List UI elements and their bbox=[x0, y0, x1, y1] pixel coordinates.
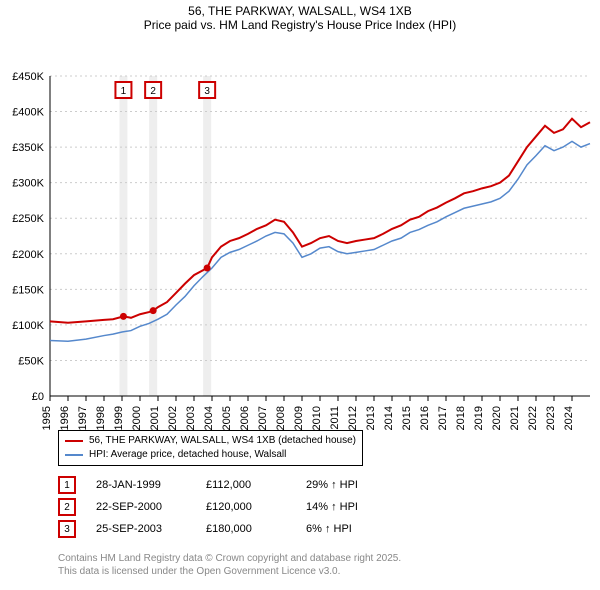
series-line bbox=[50, 141, 590, 341]
x-tick-label: 2010 bbox=[311, 406, 323, 430]
y-tick-label: £150K bbox=[12, 284, 44, 296]
sale-marker-number: 3 bbox=[204, 86, 210, 97]
sale-marker-number: 1 bbox=[121, 86, 127, 97]
x-tick-label: 2020 bbox=[491, 406, 503, 430]
legend-label: 56, THE PARKWAY, WALSALL, WS4 1XB (detac… bbox=[89, 434, 356, 448]
y-tick-label: £300K bbox=[12, 178, 44, 190]
sale-marker-number: 2 bbox=[150, 86, 156, 97]
x-tick-label: 2004 bbox=[203, 406, 215, 430]
sales-row: 3 25-SEP-2003£180,0006% ↑ HPI bbox=[58, 518, 406, 540]
x-tick-label: 2019 bbox=[473, 406, 485, 430]
x-tick-label: 1997 bbox=[77, 406, 89, 430]
y-tick-label: £100K bbox=[12, 320, 44, 332]
sales-marker-box: 3 bbox=[58, 520, 76, 538]
x-tick-label: 2016 bbox=[419, 406, 431, 430]
legend-item: 56, THE PARKWAY, WALSALL, WS4 1XB (detac… bbox=[65, 434, 356, 448]
sale-marker-dot bbox=[150, 307, 157, 314]
legend-label: HPI: Average price, detached house, Wals… bbox=[89, 448, 286, 462]
x-tick-label: 2006 bbox=[239, 406, 251, 430]
x-tick-label: 1999 bbox=[113, 406, 125, 430]
sales-marker-box: 1 bbox=[58, 476, 76, 494]
legend-swatch bbox=[65, 440, 83, 442]
legend-item: HPI: Average price, detached house, Wals… bbox=[65, 448, 356, 462]
footer-attribution: Contains HM Land Registry data © Crown c… bbox=[58, 552, 401, 578]
x-tick-label: 2001 bbox=[149, 406, 161, 430]
x-tick-label: 2012 bbox=[347, 406, 359, 430]
x-tick-label: 2007 bbox=[257, 406, 269, 430]
series-line bbox=[50, 119, 590, 323]
y-tick-label: £200K bbox=[12, 249, 44, 261]
sale-marker-dot bbox=[204, 265, 211, 272]
x-tick-label: 2017 bbox=[437, 406, 449, 430]
x-tick-label: 2002 bbox=[167, 406, 179, 430]
x-tick-label: 2023 bbox=[545, 406, 557, 430]
sales-hpi: 6% ↑ HPI bbox=[306, 523, 406, 535]
sales-date: 28-JAN-1999 bbox=[96, 479, 206, 491]
sales-row: 2 22-SEP-2000£120,00014% ↑ HPI bbox=[58, 496, 406, 518]
footer-line1: Contains HM Land Registry data © Crown c… bbox=[58, 552, 401, 565]
x-tick-label: 1996 bbox=[59, 406, 71, 430]
sales-table: 1 28-JAN-1999£112,00029% ↑ HPI 2 22-SEP-200… bbox=[58, 474, 406, 540]
sale-marker-dot bbox=[120, 313, 127, 320]
sales-date: 22-SEP-2000 bbox=[96, 501, 206, 513]
sales-price: £112,000 bbox=[206, 479, 306, 491]
x-tick-label: 1998 bbox=[95, 406, 107, 430]
sales-marker-box: 2 bbox=[58, 498, 76, 516]
x-tick-label: 2011 bbox=[329, 406, 341, 430]
x-tick-label: 2024 bbox=[563, 406, 575, 430]
x-tick-label: 2014 bbox=[383, 406, 395, 430]
chart: £0 £50K £100K £150K £200K £250K £300K £350K £400… bbox=[0, 32, 600, 452]
x-tick-label: 2008 bbox=[275, 406, 287, 430]
x-tick-label: 2005 bbox=[221, 406, 233, 430]
y-tick-label: £400K bbox=[12, 107, 44, 119]
x-tick-label: 2021 bbox=[509, 406, 521, 430]
x-tick-label: 2009 bbox=[293, 406, 305, 430]
footer-line2: This data is licensed under the Open Gov… bbox=[58, 565, 401, 578]
x-tick-label: 2018 bbox=[455, 406, 467, 430]
sales-row: 1 28-JAN-1999£112,00029% ↑ HPI bbox=[58, 474, 406, 496]
y-tick-label: £0 bbox=[32, 391, 44, 403]
sales-date: 25-SEP-2003 bbox=[96, 523, 206, 535]
sales-hpi: 29% ↑ HPI bbox=[306, 479, 406, 491]
sales-hpi: 14% ↑ HPI bbox=[306, 501, 406, 513]
y-tick-label: £250K bbox=[12, 213, 44, 225]
y-tick-label: £50K bbox=[18, 355, 44, 367]
legend-swatch bbox=[65, 454, 83, 456]
x-tick-label: 2003 bbox=[185, 406, 197, 430]
x-tick-label: 2000 bbox=[131, 406, 143, 430]
x-tick-label: 2022 bbox=[527, 406, 539, 430]
y-tick-label: £350K bbox=[12, 142, 44, 154]
x-tick-label: 2015 bbox=[401, 406, 413, 430]
x-tick-label: 2013 bbox=[365, 406, 377, 430]
x-tick-label: 1995 bbox=[41, 406, 53, 430]
y-tick-label: £450K bbox=[12, 71, 44, 83]
title-address: 56, THE PARKWAY, WALSALL, WS4 1XB bbox=[0, 4, 600, 18]
title-subtitle: Price paid vs. HM Land Registry's House … bbox=[0, 18, 600, 32]
legend: 56, THE PARKWAY, WALSALL, WS4 1XB (detac… bbox=[58, 430, 363, 466]
sales-price: £180,000 bbox=[206, 523, 306, 535]
sales-price: £120,000 bbox=[206, 501, 306, 513]
